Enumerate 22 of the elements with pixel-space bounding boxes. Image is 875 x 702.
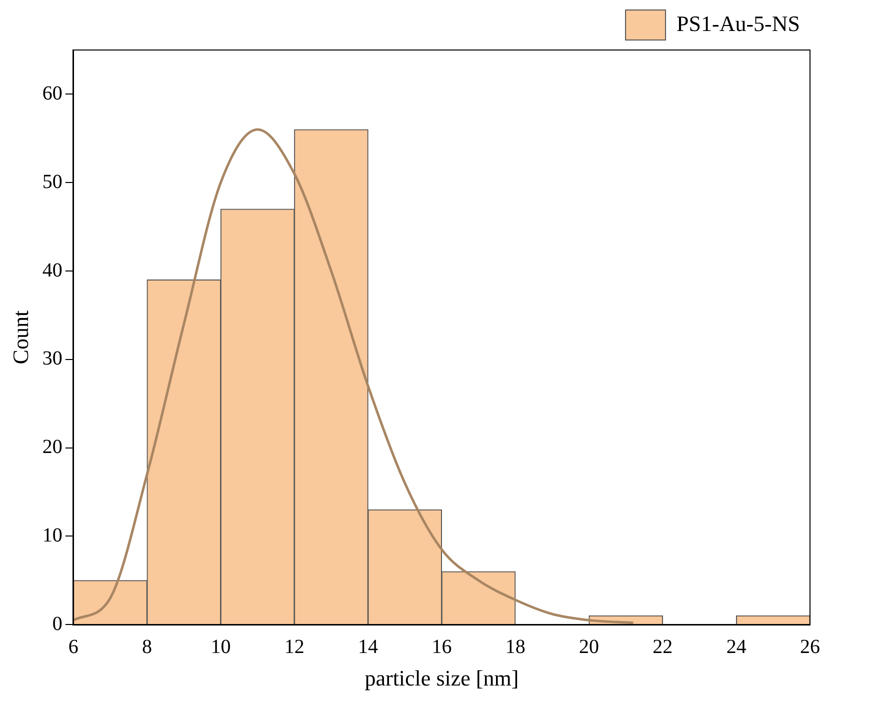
x-tick-label: 24 [726, 636, 746, 658]
x-tick-label: 6 [68, 636, 78, 658]
x-tick-label: 14 [358, 636, 378, 658]
x-tick-label: 10 [210, 636, 231, 658]
x-tick-label: 12 [284, 636, 304, 658]
x-axis-title: particle size [nm] [364, 666, 519, 691]
x-tick-label: 26 [800, 636, 820, 658]
y-tick-label: 10 [42, 524, 62, 546]
y-tick-label: 50 [42, 170, 62, 193]
legend-label: PS1-Au-5-NS [676, 10, 800, 36]
x-tick-label: 8 [142, 636, 152, 658]
x-tick-label: 18 [505, 636, 526, 658]
y-tick-label: 60 [42, 82, 62, 104]
y-axis-title: Count [8, 310, 33, 364]
y-tick-label: 20 [42, 436, 62, 458]
line-series [73, 128, 634, 624]
x-tick-label: 16 [432, 636, 452, 658]
x-tick-label: 20 [579, 636, 600, 658]
y-tick-label: 40 [42, 259, 62, 282]
y-tick-label: 30 [42, 348, 62, 370]
x-tick-label: 22 [652, 636, 673, 658]
y-tick-label: 0 [52, 612, 62, 635]
